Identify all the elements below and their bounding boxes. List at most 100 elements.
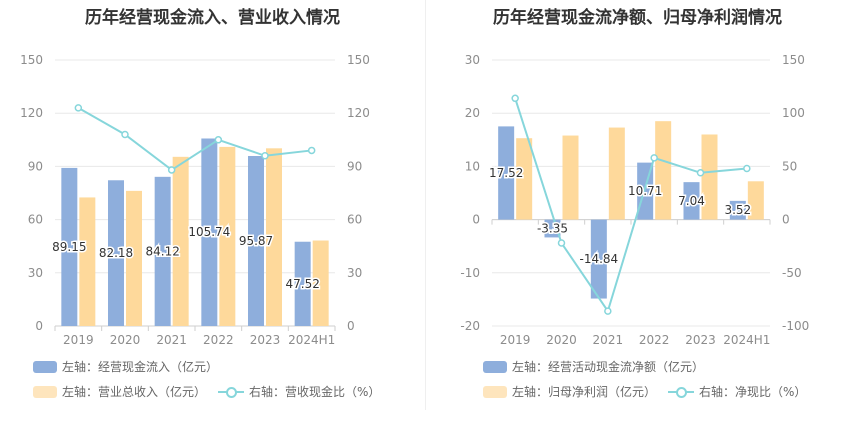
y-left-tick-label: 30 [465, 53, 480, 67]
y-left-tick-label: 90 [28, 159, 43, 173]
x-tick-label: 2019 [500, 333, 531, 347]
line-point [557, 239, 566, 247]
bar-blue [729, 200, 746, 220]
panel-divider [425, 0, 426, 410]
line-point [261, 152, 269, 160]
bar-orange [126, 190, 142, 326]
line-point [650, 154, 658, 162]
legend-item-cash-ratio[interactable]: 右轴：营收现金比（%） [218, 383, 380, 400]
left-chart-svg: 0 30 60 90 120 150 0 30 60 90 120 150 2019 2020 2021 20… [20, 53, 370, 347]
line-point [74, 104, 83, 112]
bar-orange [219, 146, 236, 326]
legend-label: 左轴：营业总收入（亿元） [62, 385, 207, 399]
bar-data-label: -14.84 [579, 252, 618, 266]
y-left-tick-label: 120 [20, 106, 43, 120]
y-left-tick-label: 150 [20, 53, 43, 67]
y-left-tick-label: 20 [465, 106, 480, 120]
x-tick-label: 2020 [110, 333, 141, 347]
legend-swatch-orange [33, 386, 57, 398]
y-left-tick-label: 10 [465, 159, 480, 173]
legend-item-revenue[interactable]: 左轴：营业总收入（亿元） [33, 383, 206, 400]
bar-orange [79, 197, 96, 326]
line-point [214, 136, 223, 144]
bar-orange [562, 135, 579, 220]
bar-data-label: 89.15 [52, 240, 86, 254]
x-tick-label: 2024H1 [288, 333, 335, 347]
legend-label: 左轴：经营活动现金流净额（亿元） [512, 360, 705, 374]
y-right-tick-label: 0 [347, 319, 355, 333]
bar-data-label: 95.87 [239, 234, 273, 248]
bar-orange [172, 156, 189, 326]
x-tick-label: 2022 [203, 333, 234, 347]
bar-data-label: 3.52 [724, 203, 751, 217]
legend-swatch-orange [483, 386, 507, 398]
bar-blue [108, 180, 124, 326]
bar-blue [61, 167, 78, 326]
legend-item-cash-inflow[interactable]: 左轴：经营现金流入（亿元） [33, 358, 218, 375]
bar-data-label: 7.04 [678, 194, 705, 208]
right-chart-title: 历年经营现金流净额、归母净利润情况 [493, 8, 782, 28]
y-right-tick-label: 50 [782, 159, 797, 173]
bar-data-label: 17.52 [489, 166, 523, 180]
bar-orange [655, 121, 672, 220]
bar-blue [590, 219, 607, 299]
legend-item-net-cash-flow[interactable]: 左轴：经营活动现金流净额（亿元） [483, 358, 704, 375]
bar-blue [294, 241, 311, 326]
y-right-tick-label: 150 [782, 53, 805, 67]
bar-data-label: -3.35 [537, 222, 568, 236]
x-tick-label: 2019 [63, 333, 94, 347]
bar-data-label: 84.12 [145, 244, 179, 258]
x-tick-label: 2023 [685, 333, 716, 347]
line-point [307, 146, 316, 155]
legend-item-net-profit[interactable]: 左轴：归母净利润（亿元） [483, 383, 656, 400]
legend-label: 左轴：经营现金流入（亿元） [62, 360, 219, 374]
y-left-tick-label: 0 [35, 319, 43, 333]
line-point [121, 130, 129, 139]
x-tick-label: 2021 [593, 333, 624, 347]
right-chart-panel: 历年经营现金流净额、归母净利润情况 -20 -10 0 10 20 30 -100 -50 0 5… [425, 0, 850, 437]
y-left-tick-label: 60 [28, 213, 43, 227]
bar-data-label: 10.71 [628, 184, 662, 198]
bar-orange [312, 240, 329, 326]
legend-label: 左轴：归母净利润（亿元） [512, 385, 657, 399]
y-right-tick-label: -100 [782, 319, 809, 333]
legend-item-net-cash-ratio[interactable]: 右轴：净现比（%） [668, 383, 806, 400]
bar-data-label: 105.74 [188, 225, 230, 239]
line-point [604, 307, 612, 315]
bar-orange [608, 127, 625, 220]
x-tick-label: 2020 [546, 333, 577, 347]
series-line [514, 97, 747, 314]
legend-label: 右轴：净现比（%） [699, 385, 807, 399]
x-tick-label: 2021 [156, 333, 187, 347]
line-point [743, 164, 751, 173]
legend-line-icon [668, 386, 694, 398]
legend-line-icon [218, 386, 244, 398]
y-left-tick-label: -10 [460, 266, 480, 280]
x-tick-label: 2023 [250, 333, 281, 347]
y-right-tick-label: 30 [347, 266, 362, 280]
y-right-tick-label: 0 [782, 213, 790, 227]
line-point [167, 166, 176, 174]
bar-blue [683, 182, 700, 220]
bar-orange [701, 134, 718, 220]
bar-blue [544, 219, 561, 238]
bar-data-label: 47.52 [285, 277, 319, 291]
y-left-tick-label: 30 [28, 266, 43, 280]
line-point [511, 94, 519, 103]
line-point [696, 169, 705, 177]
x-tick-label: 2022 [639, 333, 670, 347]
bar-blue [498, 126, 515, 220]
y-right-tick-label: 120 [347, 106, 370, 120]
legend-label: 右轴：营收现金比（%） [249, 385, 381, 399]
bar-data-label: 82.18 [99, 246, 133, 260]
y-right-tick-label: 150 [347, 53, 370, 67]
bar-orange [266, 148, 282, 326]
y-right-tick-label: 90 [347, 159, 362, 173]
y-right-tick-label: 60 [347, 213, 362, 227]
x-tick-label: 2024H1 [723, 333, 770, 347]
bar-orange [747, 181, 764, 220]
y-right-tick-label: -50 [782, 266, 802, 280]
legend-swatch-blue [483, 361, 507, 373]
bar-orange [516, 138, 533, 220]
